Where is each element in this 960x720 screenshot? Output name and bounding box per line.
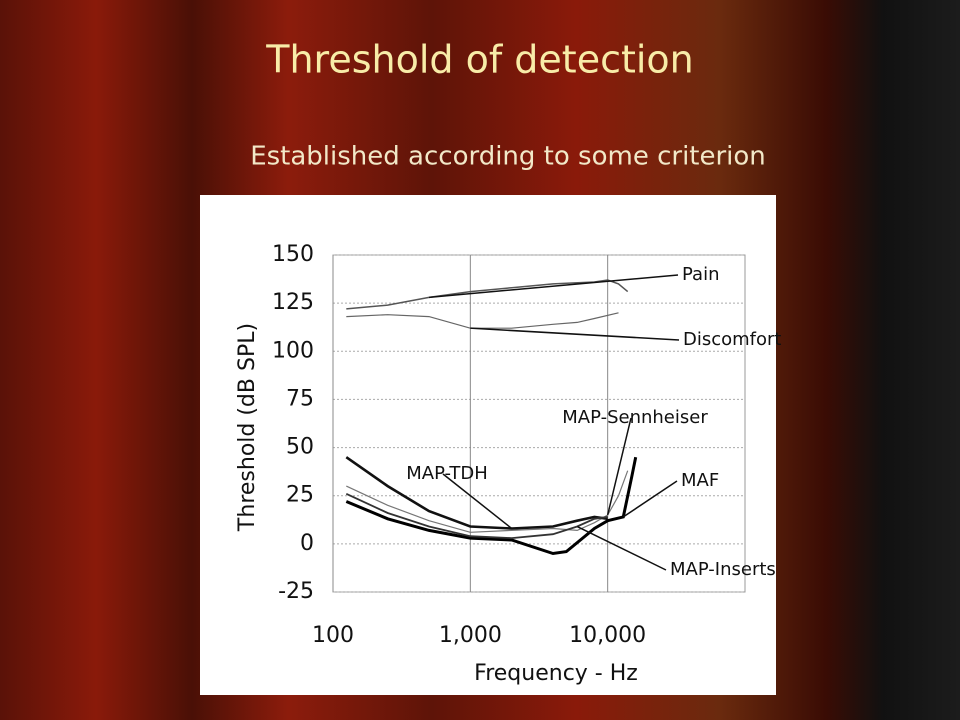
chart: -25 0 25 50 75 100 125 150 100 1,000 10,000 Frequen… (235, 242, 782, 686)
y-tick-label: 100 (272, 338, 314, 363)
slide-subtitle: Established according to some criterion (250, 142, 766, 172)
series-label: MAP-TDH (406, 463, 488, 484)
annotation-arrow (428, 274, 679, 299)
y-tick-label: 50 (286, 435, 314, 460)
series-line (346, 470, 629, 533)
series-line (346, 279, 629, 310)
y-tick-label: -25 (278, 579, 314, 604)
series-label: Pain (682, 264, 720, 285)
series-line (345, 456, 608, 530)
x-tick-label: 10,000 (569, 623, 646, 648)
y-tick-label: 0 (300, 531, 314, 556)
x-tick-label: 100 (312, 623, 354, 648)
y-tick-label: 150 (272, 242, 314, 267)
chart-panel (200, 195, 776, 695)
annotation-arrow (442, 473, 513, 530)
slide-title: Threshold of detection (265, 38, 694, 82)
series-label: MAF (681, 470, 719, 491)
series-line (345, 456, 638, 556)
x-tick-label: 1,000 (439, 623, 502, 648)
y-tick-label: 75 (286, 386, 314, 411)
x-axis-label: Frequency - Hz (474, 661, 638, 686)
y-tick-label: 25 (286, 483, 314, 508)
annotation-arrow (606, 417, 632, 516)
annotation-arrow (622, 480, 678, 518)
series-line (346, 312, 619, 329)
y-axis-label: Threshold (dB SPL) (235, 323, 260, 532)
series-line (345, 492, 608, 540)
series-label: MAP-Sennheiser (562, 407, 708, 428)
y-tick-label: 125 (272, 290, 314, 315)
series-label: Discomfort (683, 329, 782, 350)
annotation-arrow (576, 525, 667, 571)
series-label: MAP-Inserts (670, 559, 776, 580)
annotation-arrow (470, 327, 680, 341)
